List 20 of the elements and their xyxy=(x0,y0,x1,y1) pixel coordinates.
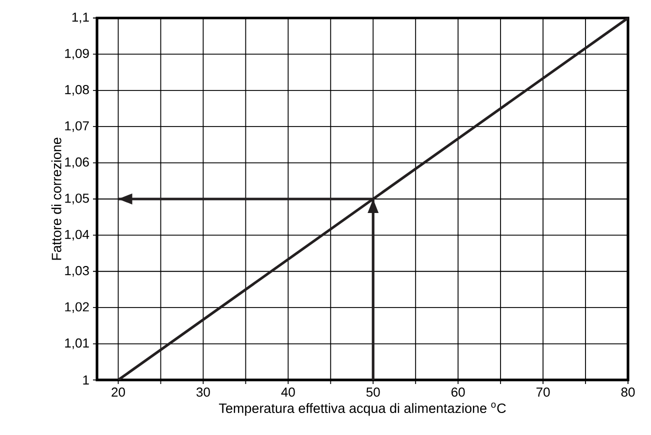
x-tick-label: 80 xyxy=(621,388,635,397)
y-tick-label: 1,05 xyxy=(65,194,89,204)
x-tick-label: 70 xyxy=(536,388,550,397)
y-tick-label: 1,09 xyxy=(65,48,89,60)
x-tick-label: 30 xyxy=(196,388,210,397)
x-tick-label: 40 xyxy=(281,388,295,397)
y-tick-label: 1,1 xyxy=(72,12,89,24)
x-tick-label: 60 xyxy=(452,388,465,397)
x-tick-label: 20 xyxy=(112,388,125,397)
y-tick-label: 1,03 xyxy=(65,266,89,277)
y-tick-label: 1,01 xyxy=(65,338,89,350)
y-tick-label: 1,06 xyxy=(65,157,89,168)
y-tick-label: 1,04 xyxy=(65,230,90,241)
x-axis-title: Temperatura effettiva acqua di alimentazione $^{o}$C xyxy=(218,402,506,416)
x-tick-label: 50 xyxy=(366,388,380,397)
y-axis-title: Fattore di correzione xyxy=(51,138,62,260)
y-tick-label: 1,08 xyxy=(65,85,89,96)
y-tick-label: 1,02 xyxy=(65,302,89,313)
y-tick-label: 1 xyxy=(83,376,89,384)
y-tick-label: 1,07 xyxy=(65,121,89,132)
